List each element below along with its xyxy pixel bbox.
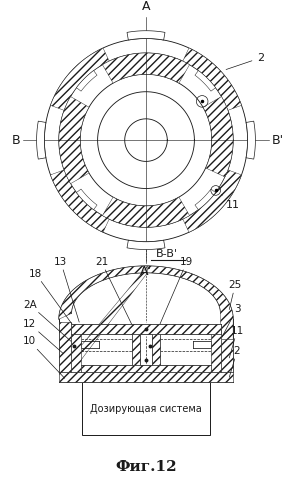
Text: 12: 12	[23, 319, 63, 353]
Polygon shape	[152, 334, 159, 365]
Polygon shape	[133, 334, 140, 365]
Text: 11: 11	[222, 194, 239, 210]
Polygon shape	[127, 31, 165, 40]
Polygon shape	[77, 70, 97, 91]
Polygon shape	[59, 322, 72, 372]
Text: 2: 2	[229, 346, 240, 377]
Text: B-B': B-B'	[156, 250, 178, 259]
Polygon shape	[195, 189, 215, 210]
Polygon shape	[102, 53, 190, 83]
Polygon shape	[72, 324, 220, 334]
Text: Дозирующая система: Дозирующая система	[90, 404, 202, 414]
Polygon shape	[59, 372, 233, 382]
Polygon shape	[211, 334, 220, 372]
Polygon shape	[77, 189, 97, 210]
Text: Фиг.12: Фиг.12	[115, 460, 177, 475]
Bar	[82, 382, 210, 436]
Text: B': B'	[272, 134, 284, 147]
Polygon shape	[127, 240, 165, 250]
Polygon shape	[72, 334, 81, 372]
Polygon shape	[183, 170, 241, 232]
Text: 25: 25	[228, 280, 242, 309]
Polygon shape	[81, 365, 211, 372]
Polygon shape	[102, 197, 190, 227]
Polygon shape	[51, 48, 109, 110]
Text: 11: 11	[229, 326, 244, 358]
Polygon shape	[246, 121, 256, 159]
Polygon shape	[203, 96, 233, 177]
Text: A: A	[142, 0, 150, 13]
Text: 18: 18	[29, 268, 73, 326]
Polygon shape	[147, 266, 233, 372]
Text: 21: 21	[95, 257, 135, 332]
Polygon shape	[183, 48, 241, 110]
Text: 19: 19	[157, 257, 193, 332]
Text: B: B	[11, 134, 20, 147]
Polygon shape	[59, 96, 89, 184]
Polygon shape	[36, 121, 46, 159]
Polygon shape	[59, 266, 148, 372]
Polygon shape	[220, 339, 233, 372]
Text: 3: 3	[219, 303, 240, 343]
Text: 2A: 2A	[23, 300, 73, 343]
Text: 2: 2	[226, 53, 265, 69]
Text: 13: 13	[54, 257, 79, 322]
Polygon shape	[51, 170, 109, 232]
Text: 10: 10	[23, 336, 65, 378]
Text: A': A'	[140, 265, 152, 278]
Polygon shape	[195, 70, 215, 91]
